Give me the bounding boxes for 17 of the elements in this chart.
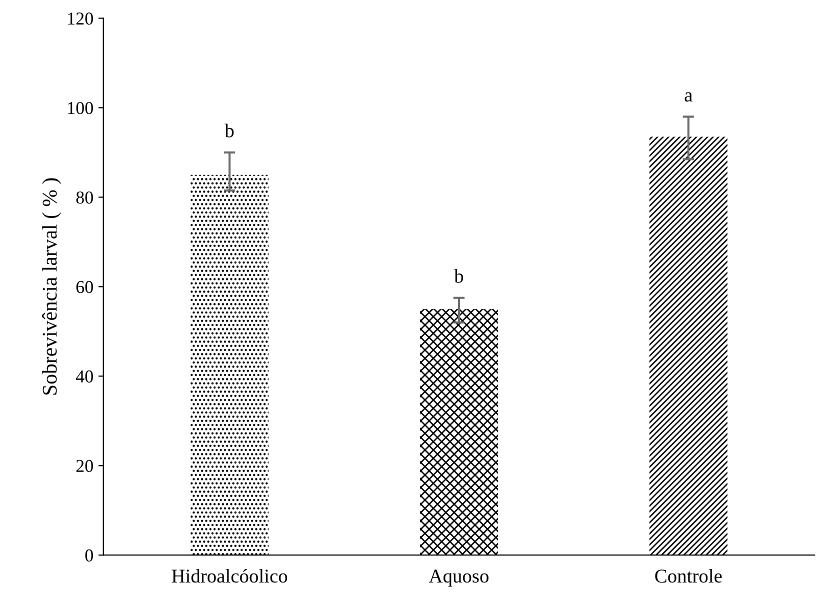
y-tick-label: 60: [76, 280, 93, 294]
y-tick-label: 40: [76, 370, 93, 383]
bar: [420, 309, 498, 556]
bar: [649, 136, 728, 556]
y-axis-title: Sobrevivência larval ( % ): [42, 178, 62, 395]
bar: [190, 174, 269, 556]
annotation: a: [684, 92, 692, 102]
annotation: b: [454, 269, 464, 283]
y-tick-label: 20: [76, 460, 93, 472]
x-tick-label: Hidroalcóolico: [172, 568, 288, 583]
y-tick-label: 80: [76, 191, 93, 204]
y-tick-label: 100: [68, 102, 93, 114]
y-tick-label: 120: [68, 12, 93, 25]
annotation: b: [224, 124, 234, 138]
x-tick-label: Controle: [655, 568, 722, 583]
x-tick-label: Aquoso: [428, 570, 488, 587]
y-tick-label: 0: [85, 549, 93, 562]
